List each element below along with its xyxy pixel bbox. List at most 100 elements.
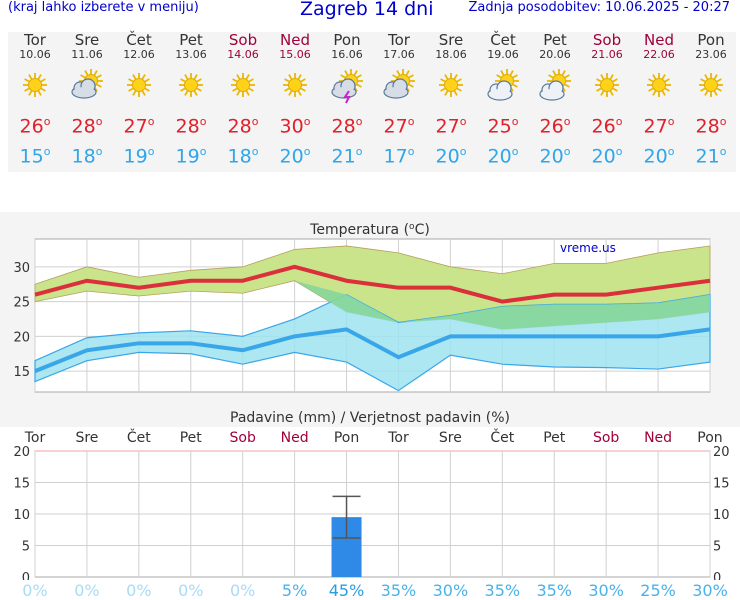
min-temperature: 17o [383, 145, 415, 168]
y-tick-label-left: 5 [22, 540, 30, 555]
max-temperature: 28o [175, 115, 207, 138]
sun-icon [217, 65, 269, 105]
sun-icon [633, 65, 685, 105]
x-tick-label: Čet [490, 428, 514, 446]
day-column: Pet 20.06 26o 20o [529, 32, 581, 168]
y-tick-label: 20 [13, 330, 30, 345]
y-tick-label-left: 10 [13, 508, 30, 523]
min-temperature: 20o [539, 145, 571, 168]
y-tick-label-left: 15 [13, 477, 30, 492]
partly-cloudy-sun-icon [477, 65, 529, 105]
day-date: 13.06 [175, 48, 207, 61]
max-temperature: 27o [383, 115, 415, 138]
day-date: 10.06 [19, 48, 51, 61]
sun-icon [581, 65, 633, 105]
day-name: Pet [543, 31, 567, 49]
day-name: Sob [592, 31, 622, 49]
max-temperature: 28o [71, 115, 103, 138]
day-column: Pet 13.06 28o 19o [165, 32, 217, 168]
min-temperature: 20o [591, 145, 623, 168]
temperature-chart: 15 20 25 30 Temperatura (oC) vreme.us [0, 212, 740, 427]
y-tick-label-left: 20 [13, 445, 30, 460]
precipitation-probability-label: 30% [432, 581, 469, 600]
x-tick-label: Sre [439, 430, 462, 446]
precipitation-probability-label: 0% [22, 581, 48, 600]
day-name: Ned [280, 31, 310, 49]
min-temperature: 21o [331, 145, 363, 168]
day-date: 20.06 [539, 48, 571, 61]
precipitation-probability-label: 45% [328, 581, 365, 600]
max-temperature: 27o [643, 115, 675, 138]
y-tick-label-right: 20 [713, 445, 730, 460]
max-temperature: 27o [123, 115, 155, 138]
day-column: Tor 17.06 27o 17o [373, 32, 425, 168]
sun-icon [685, 65, 737, 105]
day-column: Sre 18.06 27o 20o [425, 32, 477, 168]
partly-cloudy-sun-icon [529, 65, 581, 105]
day-name: Sre [438, 31, 464, 49]
sun-icon [425, 65, 477, 105]
last-updated: Zadnja posodobitev: 10.06.2025 - 20:27 [468, 0, 730, 15]
y-tick-label: 25 [13, 296, 30, 311]
y-tick-label-right: 15 [713, 477, 730, 492]
precipitation-chart-title: Padavine (mm) / Verjetnost padavin (%) [230, 410, 510, 426]
max-temperature: 28o [227, 115, 259, 138]
min-temperature: 15o [19, 145, 51, 168]
day-date: 16.06 [331, 48, 363, 61]
precipitation-probability-label: 30% [692, 581, 728, 600]
day-name: Sre [74, 31, 100, 49]
min-temperature: 19o [175, 145, 207, 168]
max-temperature: 26o [539, 115, 571, 138]
max-temperature: 28o [331, 115, 363, 138]
max-temperature: 28o [695, 115, 727, 138]
min-temperature: 21o [695, 145, 727, 168]
day-column: Čet 12.06 27o 19o [113, 32, 165, 168]
precipitation-probability-label: 0% [178, 581, 204, 600]
day-column: Čet 19.06 25o 20o [477, 32, 529, 168]
x-tick-label: Tor [24, 430, 46, 446]
day-column: Sob 21.06 26o 20o [581, 32, 633, 168]
sun-icon [269, 65, 321, 105]
temperature-band-overlap [35, 280, 710, 330]
cloudy-sun-icon [373, 65, 425, 105]
sun-icon [165, 65, 217, 105]
day-date: 12.06 [123, 48, 155, 61]
min-temperature-line [34, 327, 711, 373]
day-name: Pet [179, 31, 203, 49]
x-tick-label: Pon [334, 430, 359, 446]
y-tick-label-right: 5 [713, 540, 721, 555]
day-name: Ned [644, 31, 674, 49]
x-tick-label: Ned [281, 430, 309, 446]
x-tick-label: Sob [593, 430, 619, 446]
day-column: Tor 10.06 26o 15o [9, 32, 61, 168]
max-temperature: 30o [279, 115, 311, 138]
day-name: Pon [333, 31, 361, 49]
x-tick-label: Pet [180, 430, 203, 446]
cloudy-sun-icon [61, 65, 113, 105]
max-temperature: 25o [487, 115, 519, 138]
max-temperature: 26o [591, 115, 623, 138]
day-name: Tor [388, 31, 410, 49]
min-temperature: 20o [435, 145, 467, 168]
day-name: Čet [490, 31, 516, 49]
day-date: 15.06 [279, 48, 311, 61]
min-temperature: 19o [123, 145, 155, 168]
x-tick-label: Ned [644, 430, 672, 446]
day-column: Pon 16.06 28o 21o [321, 32, 373, 168]
max-temperature: 26o [19, 115, 51, 138]
day-column: Ned 15.06 30o 20o [269, 32, 321, 168]
max-temperature: 27o [435, 115, 467, 138]
thunderstorm-sun-icon [321, 65, 373, 105]
min-temperature: 20o [643, 145, 675, 168]
precipitation-probability-label: 25% [640, 581, 676, 600]
precipitation-probability-label: 35% [484, 581, 521, 600]
y-tick-label-left: 0 [22, 571, 30, 580]
day-date: 11.06 [71, 48, 103, 61]
day-date: 23.06 [695, 48, 727, 61]
header-left-note: (kraj lahko izberete v meniju) [8, 0, 199, 15]
y-tick-label-right: 10 [713, 508, 730, 523]
day-date: 22.06 [643, 48, 675, 61]
y-tick-label-right: 0 [713, 571, 721, 580]
x-tick-label: Čet [127, 428, 151, 446]
min-temperature: 18o [71, 145, 103, 168]
